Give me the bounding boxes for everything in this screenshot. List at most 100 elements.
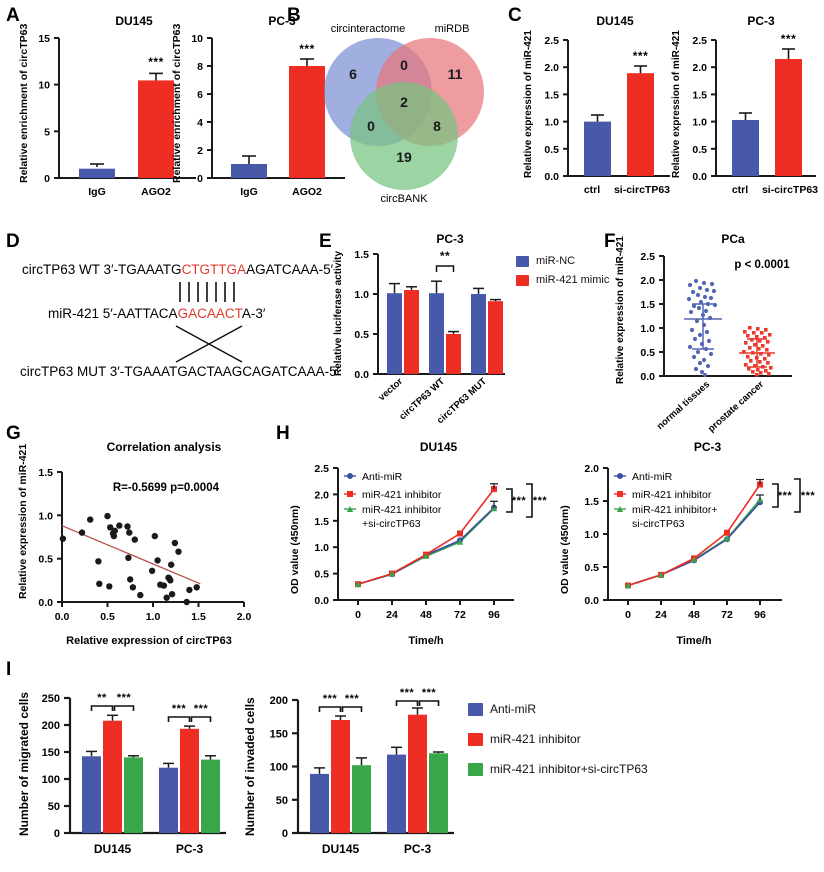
panel-a-ylabel-2: Relative enrichment of circTP63 (171, 24, 183, 183)
panel-a-chart2: Relative enrichment of circTP63 0 2 4 6 … (171, 24, 345, 198)
svg-text:0.5: 0.5 (692, 144, 707, 156)
bar-pc3-anti-mir (159, 767, 178, 833)
svg-text:150: 150 (42, 747, 60, 759)
panel-i-chart1-cat1: PC-3 (176, 842, 204, 856)
venn-count-all-three: 2 (400, 94, 408, 110)
svg-text:1.0: 1.0 (314, 542, 329, 554)
svg-text:48: 48 (688, 609, 700, 621)
svg-text:24: 24 (655, 609, 667, 621)
bar-inv-du145-inhibitor-si (352, 765, 371, 833)
panel-i-chart1-yticks: 0 50 100 150 200 250 (42, 693, 70, 840)
panel-c-chart2-title: PC-3 (747, 14, 775, 28)
panel-i-chart1-sig-pc3 (167, 716, 212, 722)
panel-h-chart1-yticks: 0.0 0.5 1.0 1.5 2.0 2.5 (314, 463, 338, 607)
panel-letter-i: I (6, 659, 12, 680)
panel-g-title: Correlation analysis (106, 440, 222, 454)
svg-text:2.5: 2.5 (314, 463, 329, 475)
bar-igg (79, 168, 115, 178)
bar-mut-mimic (488, 301, 503, 374)
bar-pc3-inhibitor-si (201, 759, 220, 833)
panel-i-chart1: Number of migrated cells 0 50 100 150 20… (17, 692, 226, 856)
panel-h-chart2-wrap: PC-3 OD value (450nm) Time/h 0.0 0.5 1.0… (556, 440, 824, 655)
svg-text:50: 50 (48, 801, 60, 813)
panel-h-chart1-legend-2a: miR-421 inhibitor (362, 504, 442, 516)
panel-h-chart1-xlabel: Time/h (408, 635, 444, 647)
panel-i-chart2-sig-du145-0: *** (323, 693, 338, 705)
venn-count-circbank-only: 19 (396, 149, 412, 165)
panel-h-chart1-sig-1: *** (533, 495, 548, 507)
seq-row-mir: miR-421 5′-AATTACAGACAACTA-3′ (48, 306, 266, 321)
svg-text:0: 0 (282, 828, 288, 840)
panel-letter-f: F (604, 231, 616, 252)
panel-f-mean-sd-cancer (739, 338, 775, 368)
svg-text:0.0: 0.0 (640, 371, 655, 383)
panel-i-chart2-ylabel: Number of invaded cells (243, 697, 257, 836)
panel-i-chart2-wrap: Number of invaded cells 0 50 100 150 200 (240, 678, 475, 868)
panel-a-chart2-wrap: PC-3 Relative enrichment of circTP63 0 2… (167, 14, 367, 214)
svg-text:0.5: 0.5 (314, 569, 329, 581)
panel-c-chart2-cat1: si-circTP63 (762, 184, 818, 196)
panel-i-chart2: Number of invaded cells 0 50 100 150 200 (243, 687, 454, 856)
svg-text:0.0: 0.0 (692, 171, 707, 183)
panel-h-chart1: OD value (450nm) Time/h 0.0 0.5 1.0 1.5 … (289, 463, 548, 647)
panel-f: PCa Relative expression of miR-421 0.0 0… (612, 232, 824, 435)
panel-a: DU145 Relative enrichment of circTP63 0 … (14, 14, 224, 214)
svg-text:2.0: 2.0 (692, 62, 707, 74)
panel-e-sig: ** (440, 249, 450, 263)
panel-letter-a: A (6, 5, 20, 26)
panel-i-chart2-cat1: PC-3 (404, 842, 432, 856)
panel-d-alignment: circTP63 WT 3′-TGAAATGCTGTTGAAGATCAAA-5′… (20, 262, 340, 379)
scatter-normal-tissues (686, 278, 718, 378)
svg-text:72: 72 (454, 609, 466, 621)
panel-g-chart: Relative expression of miR-421 Relative … (17, 444, 251, 647)
panel-c-chart2-yticks: 0.0 0.5 1.0 1.5 2.0 2.5 (692, 35, 716, 183)
svg-text:2.5: 2.5 (544, 35, 559, 47)
panel-h-chart2-errorbars (756, 478, 764, 500)
scatter-prostate-cancer (742, 326, 773, 377)
svg-text:1.0: 1.0 (544, 117, 559, 129)
panel-g-xticks: 0.0 0.5 1.0 1.5 2.0 (55, 602, 251, 623)
panel-e-title: PC-3 (436, 232, 464, 246)
svg-text:1.0: 1.0 (640, 323, 655, 335)
legend-item-mir-nc: miR-NC (516, 255, 609, 267)
panel-c-chart1-wrap: DU145 Relative expression of miR-421 0.0… (520, 14, 680, 214)
panel-g: Correlation analysis Relative expression… (14, 440, 274, 655)
panel-f-chart: Relative expression of miR-421 0.0 0.5 1… (615, 236, 792, 435)
panel-g-trendline (61, 525, 201, 585)
svg-text:0.5: 0.5 (354, 329, 369, 341)
panel-h-chart2-legend-2a: miR-421 inhibitor+ (632, 504, 718, 516)
panel-letter-g: G (6, 423, 21, 444)
panel-h-chart2: OD value (450nm) Time/h 0.0 0.5 1.0 1.5 … (559, 463, 815, 647)
bar-wt-mirnc (429, 293, 444, 374)
svg-text:50: 50 (276, 795, 288, 807)
panel-f-cat0: normal tissues (655, 379, 712, 432)
svg-text:200: 200 (42, 720, 60, 732)
venn-label-circbank: circBANK (380, 193, 428, 205)
legend-label-mir-nc: miR-NC (536, 255, 576, 267)
panel-h-chart2-yticks: 0.0 0.5 1.0 1.5 2.0 (584, 463, 608, 607)
bar-vector-mirnc (387, 293, 402, 374)
bar-vector-mimic (404, 290, 419, 374)
svg-text:1.5: 1.5 (38, 467, 53, 479)
svg-text:10: 10 (191, 33, 203, 45)
panel-i-chart1-sig-du145-1: *** (117, 692, 132, 704)
legend-label-i-anti-mir: Anti-miR (490, 702, 537, 716)
panel-h-chart1-sig-brackets (506, 483, 533, 518)
bar-mut-mirnc (471, 294, 486, 374)
panel-f-title: PCa (721, 232, 745, 246)
panel-h-chart1-errorbars (490, 483, 498, 508)
panel-c-chart1-yticks: 0.0 0.5 1.0 1.5 2.0 2.5 (544, 35, 568, 183)
panel-i-chart1-cat0: DU145 (94, 842, 132, 856)
svg-text:150: 150 (270, 728, 288, 740)
svg-text:2.0: 2.0 (584, 463, 599, 475)
panel-f-mean-sd-normal (684, 303, 722, 350)
panel-a-chart1-cat0: IgG (88, 186, 106, 198)
svg-text:10: 10 (38, 80, 50, 92)
legend-label-mir-421-mimic: miR-421 mimic (536, 274, 610, 286)
legend-label-i-inhibitor-si: miR-421 inhibitor+si-circTP63 (490, 762, 648, 776)
panel-a-chart1-yticks: 0 5 10 15 (38, 33, 59, 185)
panel-c-chart1-cat1: si-circTP63 (614, 184, 670, 196)
svg-text:2.0: 2.0 (544, 62, 559, 74)
panel-i-chart1-ylabel: Number of migrated cells (17, 692, 31, 836)
